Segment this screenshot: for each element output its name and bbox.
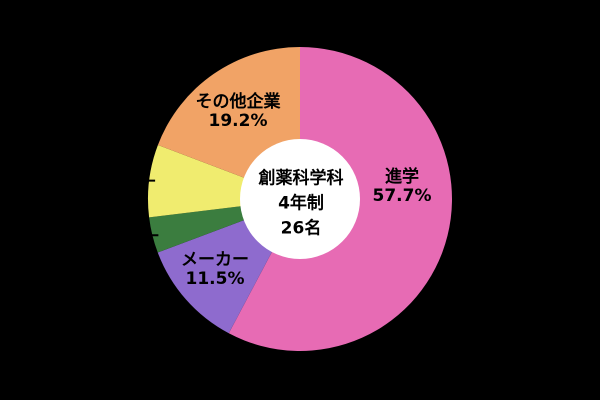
donut-hole — [240, 139, 360, 259]
